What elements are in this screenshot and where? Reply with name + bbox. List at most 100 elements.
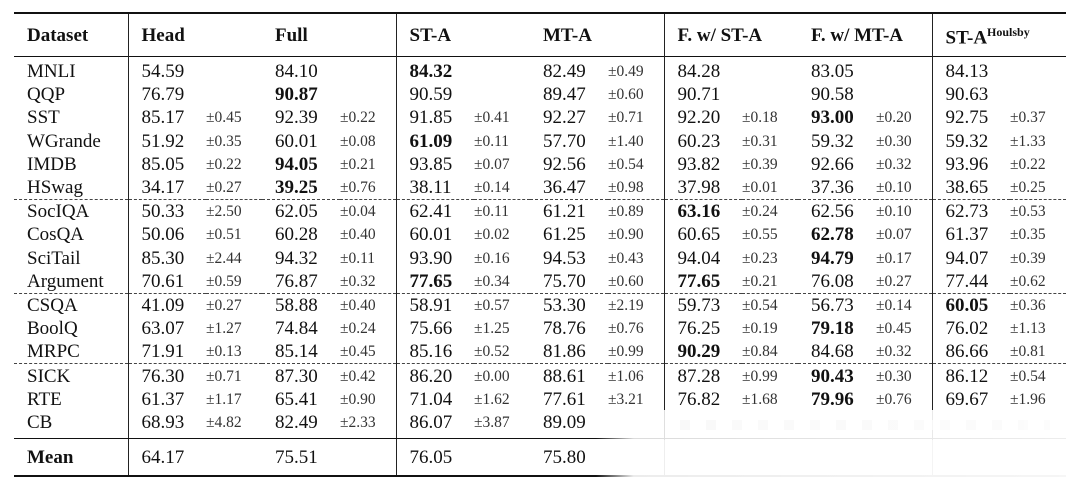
- value-st-a: 91.85: [395, 106, 474, 130]
- std-head: ±1.27: [206, 320, 242, 338]
- table-row: CosQA 50.06 ±0.51 60.28 ±0.40 60.01 ±0.02 61.25…: [14, 223, 1066, 247]
- std-st-a: ±0.14: [474, 175, 530, 201]
- value-fw-st-a: 77.65: [663, 269, 742, 294]
- value-full: 92.39: [275, 107, 318, 129]
- dataset-name: WGrande: [27, 130, 101, 152]
- std-head: ±2.50: [206, 203, 242, 221]
- std-full: ±0.40: [340, 296, 376, 314]
- value-st-a: 38.11: [395, 175, 474, 201]
- std-fw-mt-a: ±0.32: [876, 155, 912, 173]
- value-mt-a: 53.30: [543, 294, 586, 316]
- dataset-name: SST: [27, 107, 60, 129]
- std-fw-st-a: ±0.99: [742, 367, 778, 385]
- value-mt-a: 78.76: [543, 318, 586, 340]
- value-head: 85.05: [127, 152, 206, 176]
- value-full: 94.32: [275, 247, 318, 269]
- std-fw-mt-a: ±0.30: [876, 132, 912, 150]
- value-head: 61.37: [127, 387, 206, 411]
- std-full: ±0.90: [340, 390, 376, 408]
- value-full: 62.05: [275, 201, 318, 223]
- col-header-fw-mt-a: F. w/ MT-A: [811, 24, 904, 46]
- std-st-a-houlsby: ±1.33: [1010, 132, 1046, 150]
- col-header-head: Head: [127, 13, 262, 57]
- value-head: 54.59: [127, 56, 206, 84]
- value-fw-st-a: 37.98: [663, 175, 742, 201]
- std-mt-a: ±1.06: [608, 367, 644, 385]
- value-fw-st-a: 84.28: [663, 56, 742, 84]
- std-full: [340, 57, 396, 84]
- value-st-a-houlsby: 84.13: [931, 56, 1010, 84]
- std-st-a-houlsby: ±0.25: [1010, 175, 1066, 201]
- value-fw-mt-a: 62.78: [811, 224, 854, 246]
- value-head: 41.09: [127, 293, 206, 318]
- std-st-a: [474, 83, 530, 106]
- value-fw-mt-a: 94.79: [811, 247, 854, 269]
- value-st-a-houlsby: 76.02: [931, 317, 1010, 341]
- std-head: ±4.82: [206, 410, 262, 439]
- value-mt-a: 77.61: [543, 388, 586, 410]
- mean-st-a: 76.05: [395, 438, 530, 477]
- value-fw-mt-a: 56.73: [811, 294, 854, 316]
- mean-label: Mean: [14, 438, 128, 477]
- std-head: ±0.59: [206, 269, 262, 294]
- col-header-full: Full: [275, 24, 308, 46]
- value-full: 65.41: [275, 388, 318, 410]
- value-st-a-houlsby: 90.63: [931, 83, 1010, 107]
- value-head: 76.30: [127, 363, 206, 388]
- std-st-a: ±0.57: [474, 296, 510, 314]
- value-fw-st-a: 92.20: [663, 106, 742, 130]
- std-mt-a: ±0.49: [608, 63, 644, 81]
- std-head: ±0.22: [206, 155, 242, 173]
- dataset-name: Argument: [14, 269, 128, 294]
- header-row: Dataset Head Full ST-A MT-A F. w/ ST-A F…: [14, 13, 1066, 57]
- table-row: MRPC 71.91 ±0.13 85.14 ±0.45 85.16 ±0.52 81.86 ±…: [14, 340, 1066, 365]
- value-mt-a: 57.70: [543, 130, 586, 152]
- value-st-a: 86.20: [395, 363, 474, 388]
- std-head: ±0.13: [206, 340, 262, 365]
- std-fw-st-a: [742, 83, 798, 106]
- value-head: 51.92: [127, 129, 206, 153]
- dataset-name: CB: [14, 410, 128, 439]
- col-header-st-a: ST-A: [395, 13, 530, 57]
- std-full: ±0.04: [340, 203, 376, 221]
- std-head: [206, 57, 262, 84]
- std-head: [206, 83, 262, 106]
- value-fw-mt-a: 37.36: [798, 175, 876, 201]
- std-fw-mt-a: ±0.27: [876, 269, 932, 294]
- col-header-dataset: Dataset: [27, 24, 89, 46]
- std-head: ±1.17: [206, 390, 242, 408]
- std-fw-st-a: ±0.31: [742, 132, 778, 150]
- value-st-a: 62.41: [395, 199, 474, 224]
- value-st-a: 90.59: [395, 83, 474, 107]
- table-row: SocIQA 50.33 ±2.50 62.05 ±0.04 62.41 ±0.11 61.2…: [14, 199, 1066, 224]
- std-mt-a: ±0.98: [608, 175, 664, 201]
- value-fw-st-a: 93.82: [663, 152, 742, 176]
- std-st-a-houlsby: ±1.96: [1010, 390, 1046, 408]
- value-st-a-houlsby: 38.65: [931, 175, 1010, 201]
- value-fw-mt-a: 93.00: [811, 107, 854, 129]
- value-full: 94.05: [275, 153, 318, 175]
- std-fw-st-a: ±0.21: [742, 269, 798, 294]
- std-head: ±0.45: [206, 109, 242, 127]
- std-fw-mt-a: ±0.20: [876, 109, 912, 127]
- std-mt-a: ±0.89: [608, 203, 644, 221]
- std-st-a-houlsby: [1010, 57, 1066, 84]
- std-mt-a: ±1.40: [608, 132, 644, 150]
- std-full: ±0.11: [340, 249, 376, 267]
- dataset-name: SocIQA: [27, 201, 90, 223]
- table-row: SST 85.17 ±0.45 92.39 ±0.22 91.85 ±0.41 92.27 ±0…: [14, 106, 1066, 130]
- value-st-a: 58.91: [395, 293, 474, 318]
- std-fw-st-a: ±0.19: [742, 320, 778, 338]
- std-st-a-houlsby: ±0.53: [1010, 203, 1046, 221]
- value-mt-a: 92.56: [543, 153, 586, 175]
- std-mt-a: ±2.19: [608, 296, 644, 314]
- std-st-a: [474, 57, 530, 84]
- table-row: CSQA 41.09 ±0.27 58.88 ±0.40 58.91 ±0.57 53.30 ±…: [14, 293, 1066, 318]
- value-head: 63.07: [127, 317, 206, 341]
- std-st-a: ±0.00: [474, 367, 510, 385]
- value-st-a-houlsby: 94.07: [931, 246, 1010, 270]
- std-fw-st-a: ±0.55: [742, 226, 778, 244]
- col-header-fw-st-a: F. w/ ST-A: [663, 13, 798, 57]
- std-fw-st-a: ±0.24: [742, 203, 778, 221]
- value-st-a: 61.09: [395, 129, 474, 153]
